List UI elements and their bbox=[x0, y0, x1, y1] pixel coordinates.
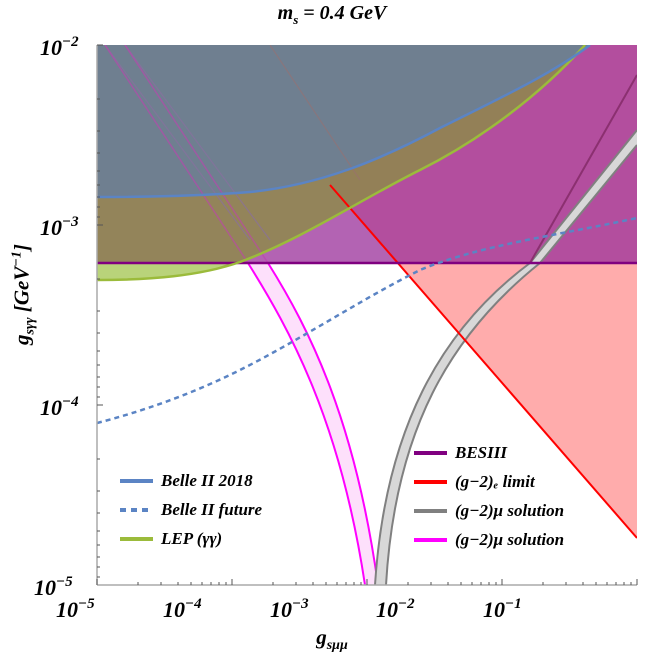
xlabel-main: g bbox=[316, 625, 327, 649]
lep-line bbox=[97, 45, 586, 282]
ge-limit-line bbox=[329, 184, 637, 539]
solid-line-icon bbox=[414, 508, 447, 513]
solid-line-icon bbox=[414, 479, 447, 484]
legend-item-besiii: BESIII bbox=[414, 438, 564, 467]
xlabel-sub: sμμ bbox=[326, 638, 348, 654]
legend-left: Belle II 2018 Belle II future LEP (γγ) bbox=[120, 466, 262, 553]
y-axis-label: gsγγ [GeV−1] bbox=[9, 195, 38, 395]
legend-label: (g−2)ₑ limit bbox=[455, 471, 535, 491]
x-ticks bbox=[96, 579, 638, 585]
legend-item-belle-future: Belle II future bbox=[120, 495, 262, 524]
legend-item-lep: LEP (γγ) bbox=[120, 524, 262, 553]
dotted-line-icon bbox=[120, 507, 153, 512]
svg-text:10−3: 10−3 bbox=[270, 596, 309, 622]
belle-future-line bbox=[97, 216, 637, 425]
belle-region bbox=[97, 45, 590, 197]
ylabel-main: g bbox=[9, 334, 34, 346]
svg-text:10−2: 10−2 bbox=[376, 596, 415, 622]
legend-label: BESIII bbox=[455, 442, 507, 462]
legend-item-gm2mu-magenta: (g−2)μ solution bbox=[414, 525, 564, 554]
solid-line-icon bbox=[120, 478, 153, 483]
lep-region-lower bbox=[97, 263, 230, 280]
x-tick-labels: 10−5 10−4 10−3 10−2 10−1 bbox=[56, 596, 522, 622]
ylabel-close: ] bbox=[9, 244, 34, 252]
legend-label: Belle II 2018 bbox=[161, 470, 253, 490]
ylabel-sub: sγγ bbox=[22, 317, 38, 335]
y-ticks bbox=[97, 44, 103, 578]
solid-line-icon bbox=[414, 450, 447, 455]
x-axis-label: gsμμ bbox=[0, 625, 664, 654]
legend-label: Belle II future bbox=[161, 499, 263, 519]
svg-text:10−3: 10−3 bbox=[40, 214, 79, 240]
svg-text:10−2: 10−2 bbox=[40, 34, 79, 60]
legend-item-belle-2018: Belle II 2018 bbox=[120, 466, 262, 495]
svg-text:10−4: 10−4 bbox=[40, 394, 79, 420]
legend-item-gm2mu-gray: (g−2)μ solution bbox=[414, 496, 564, 525]
ylabel-unit: [GeV bbox=[9, 266, 34, 318]
title-rest: = 0.4 GeV bbox=[298, 2, 387, 24]
ylabel-exp: −1 bbox=[9, 251, 25, 267]
belle-line bbox=[97, 45, 591, 199]
title-m: m bbox=[277, 2, 294, 24]
legend-label: (g−2)μ solution bbox=[455, 529, 565, 549]
chart-title: ms = 0.4 GeV bbox=[0, 2, 664, 28]
solid-line-icon bbox=[120, 536, 153, 541]
legend-right: BESIII (g−2)ₑ limit (g−2)μ solution (g−2… bbox=[414, 438, 564, 554]
solid-line-icon bbox=[414, 537, 447, 542]
svg-text:10−5: 10−5 bbox=[56, 596, 95, 622]
legend-item-ge-limit: (g−2)ₑ limit bbox=[414, 467, 564, 496]
title-sub: s bbox=[293, 12, 299, 27]
legend-label: (g−2)μ solution bbox=[455, 500, 565, 520]
y-tick-labels: 10−2 10−3 10−4 10−5 bbox=[34, 34, 79, 600]
plot-area bbox=[97, 45, 637, 585]
legend-label: LEP (γγ) bbox=[161, 528, 223, 548]
svg-text:10−4: 10−4 bbox=[163, 596, 202, 622]
svg-text:10−1: 10−1 bbox=[483, 596, 522, 622]
gm2mu-magenta-band bbox=[248, 263, 378, 585]
